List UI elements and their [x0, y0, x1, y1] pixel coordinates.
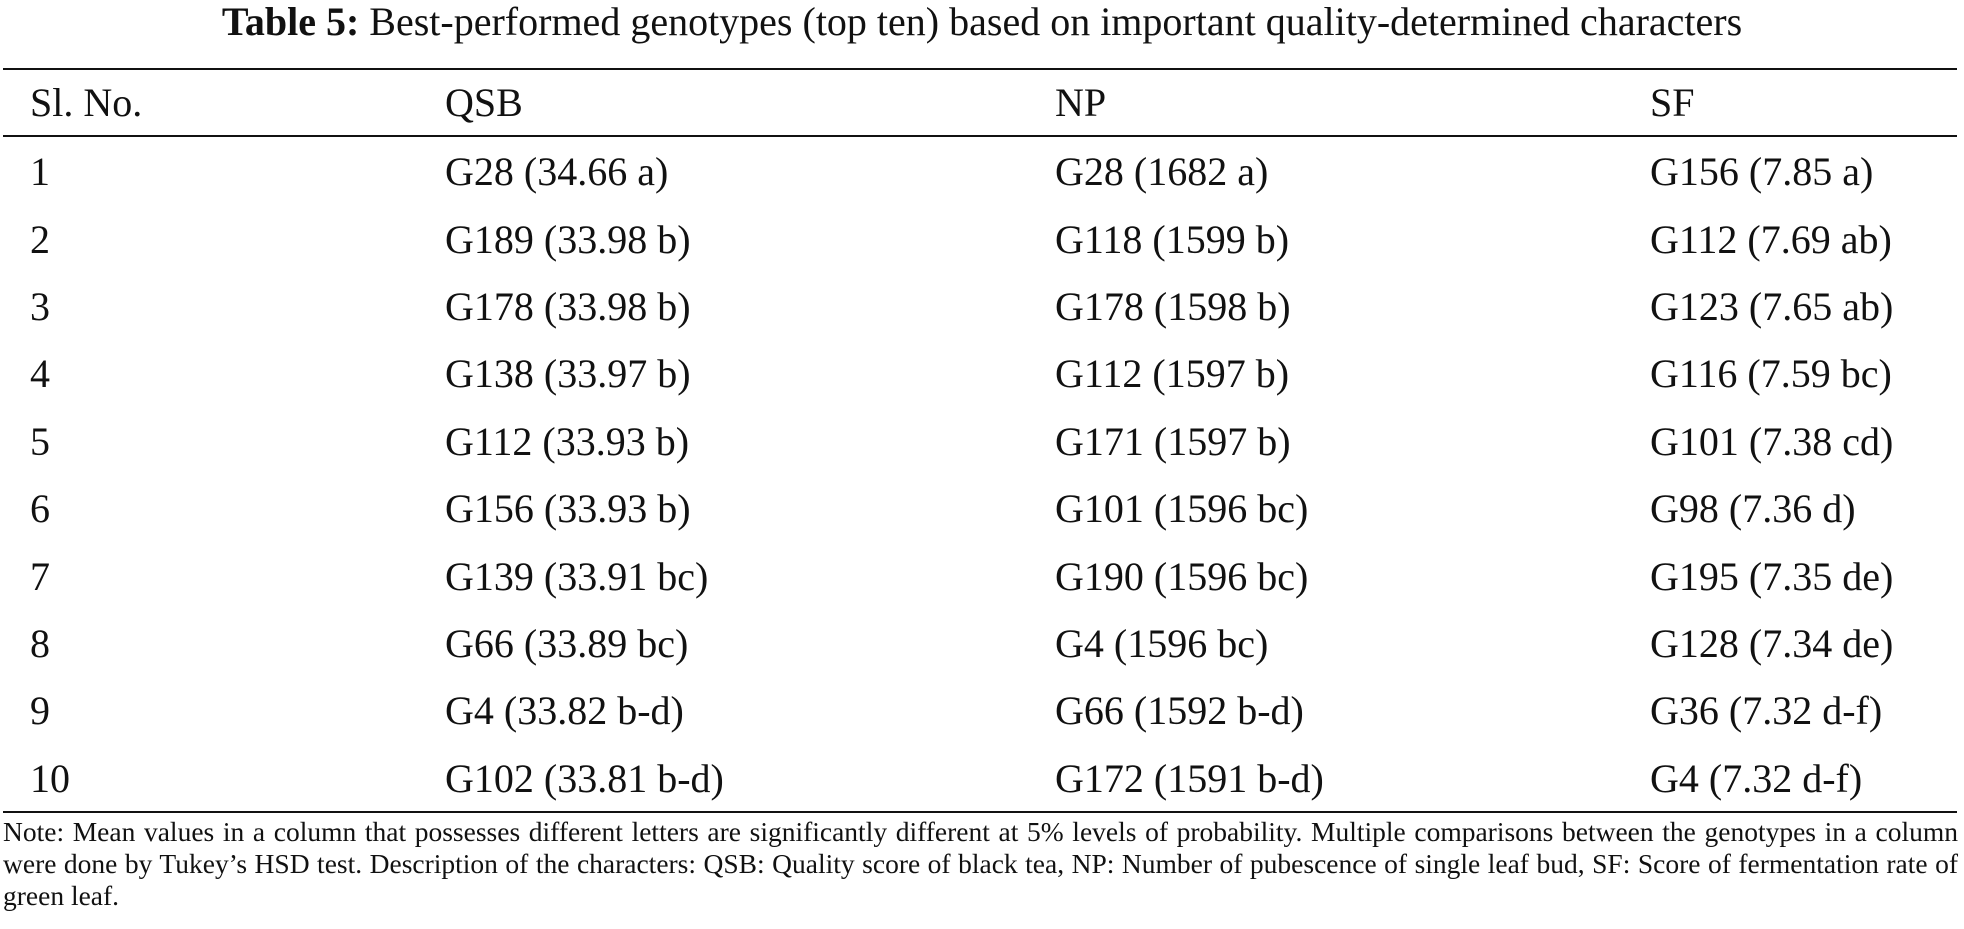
table-row: 7 G139 (33.91 bc) G190 (1596 bc) G195 (7.35…	[0, 542, 1964, 609]
sf-cell: G128 (7.34 de)	[1650, 620, 1894, 666]
table-header-rule	[3, 135, 1957, 137]
header-qsb: QSB	[445, 80, 523, 125]
genotype-table: Sl. No. QSB NP SF 1 G28 (34.66 a) G28 (168…	[0, 70, 1964, 801]
sf-cell: G116 (7.59 bc)	[1650, 351, 1892, 397]
table-row: 4 G138 (33.97 b) G112 (1597 b) G116 (7.59 b…	[0, 340, 1964, 407]
table-row: 6 G156 (33.93 b) G101 (1596 bc) G98 (7.36 d…	[0, 475, 1964, 542]
qsb-cell: G28 (34.66 a)	[445, 149, 669, 195]
table-row: 10 G102 (33.81 b-d) G172 (1591 b-d) G4 (7.3…	[0, 745, 1964, 812]
table-header-row: Sl. No. QSB NP SF	[0, 70, 1964, 135]
sf-cell: G156 (7.85 a)	[1650, 149, 1874, 195]
sf-cell: G101 (7.38 cd)	[1650, 418, 1894, 464]
qsb-cell: G189 (33.98 b)	[445, 216, 691, 262]
sl-no-cell: 3	[30, 283, 50, 329]
sl-no-cell: 8	[30, 620, 50, 666]
header-np: NP	[1055, 80, 1107, 125]
qsb-cell: G66 (33.89 bc)	[445, 620, 689, 666]
sl-no-cell: 5	[30, 418, 50, 464]
table-bottom-rule	[3, 811, 1957, 813]
table-row: 9 G4 (33.82 b-d) G66 (1592 b-d) G36 (7.32 d…	[0, 677, 1964, 744]
table-note: Note: Mean values in a column that posse…	[3, 816, 1958, 911]
sl-no-cell: 9	[30, 688, 50, 734]
qsb-cell: G139 (33.91 bc)	[445, 553, 709, 599]
sl-no-cell: 6	[30, 486, 50, 532]
np-cell: G28 (1682 a)	[1055, 149, 1269, 195]
sf-cell: G123 (7.65 ab)	[1650, 283, 1894, 329]
np-cell: G4 (1596 bc)	[1055, 620, 1269, 666]
table-row: 5 G112 (33.93 b) G171 (1597 b) G101 (7.38 c…	[0, 408, 1964, 475]
np-cell: G171 (1597 b)	[1055, 418, 1291, 464]
qsb-cell: G4 (33.82 b-d)	[445, 688, 684, 734]
table-row: 3 G178 (33.98 b) G178 (1598 b) G123 (7.65 a…	[0, 273, 1964, 340]
table-caption: Table 5: Best-performed genotypes (top t…	[0, 0, 1964, 52]
table-body: 1 G28 (34.66 a) G28 (1682 a) G156 (7.85 a) 2…	[0, 138, 1964, 812]
sl-no-cell: 2	[30, 216, 50, 262]
sl-no-cell: 7	[30, 553, 50, 599]
np-cell: G101 (1596 bc)	[1055, 486, 1309, 532]
qsb-cell: G156 (33.93 b)	[445, 486, 691, 532]
table-caption-label: Table 5:	[221, 0, 360, 44]
np-cell: G118 (1599 b)	[1055, 216, 1290, 262]
header-sl-no: Sl. No.	[30, 80, 143, 125]
qsb-cell: G138 (33.97 b)	[445, 351, 691, 397]
sf-cell: G195 (7.35 de)	[1650, 553, 1894, 599]
table-row: 2 G189 (33.98 b) G118 (1599 b) G112 (7.69 a…	[0, 205, 1964, 272]
sf-cell: G36 (7.32 d-f)	[1650, 688, 1883, 734]
table-caption-text: Best-performed genotypes (top ten) based…	[369, 0, 1743, 44]
sl-no-cell: 1	[30, 149, 50, 195]
sf-cell: G4 (7.32 d-f)	[1650, 755, 1863, 801]
qsb-cell: G112 (33.93 b)	[445, 418, 690, 464]
sl-no-cell: 10	[30, 755, 70, 801]
qsb-cell: G102 (33.81 b-d)	[445, 755, 724, 801]
sl-no-cell: 4	[30, 351, 50, 397]
table-top-rule	[3, 68, 1957, 70]
np-cell: G112 (1597 b)	[1055, 351, 1290, 397]
table-row: 1 G28 (34.66 a) G28 (1682 a) G156 (7.85 a)	[0, 138, 1964, 205]
sf-cell: G112 (7.69 ab)	[1650, 216, 1892, 262]
np-cell: G172 (1591 b-d)	[1055, 755, 1324, 801]
header-sf: SF	[1650, 80, 1695, 125]
np-cell: G190 (1596 bc)	[1055, 553, 1309, 599]
qsb-cell: G178 (33.98 b)	[445, 283, 691, 329]
np-cell: G178 (1598 b)	[1055, 283, 1291, 329]
sf-cell: G98 (7.36 d)	[1650, 486, 1856, 532]
table-row: 8 G66 (33.89 bc) G4 (1596 bc) G128 (7.34 de…	[0, 610, 1964, 677]
np-cell: G66 (1592 b-d)	[1055, 688, 1304, 734]
